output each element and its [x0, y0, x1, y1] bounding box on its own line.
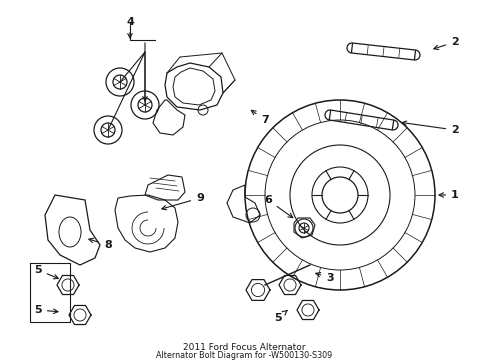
Text: 2011 Ford Focus Alternator: 2011 Ford Focus Alternator — [183, 343, 305, 352]
Text: 5: 5 — [34, 265, 58, 279]
Text: 4: 4 — [126, 17, 134, 38]
Text: 9: 9 — [162, 193, 203, 210]
Text: 8: 8 — [89, 238, 112, 250]
Text: 3: 3 — [315, 273, 333, 283]
Text: 2: 2 — [401, 121, 458, 135]
Text: 5: 5 — [34, 305, 58, 315]
Text: 1: 1 — [438, 190, 458, 200]
Text: 7: 7 — [251, 110, 268, 125]
Text: 2: 2 — [433, 37, 458, 50]
Text: Alternator Bolt Diagram for -W500130-S309: Alternator Bolt Diagram for -W500130-S30… — [156, 351, 331, 360]
Text: 5: 5 — [274, 310, 286, 323]
Text: 6: 6 — [264, 195, 292, 218]
